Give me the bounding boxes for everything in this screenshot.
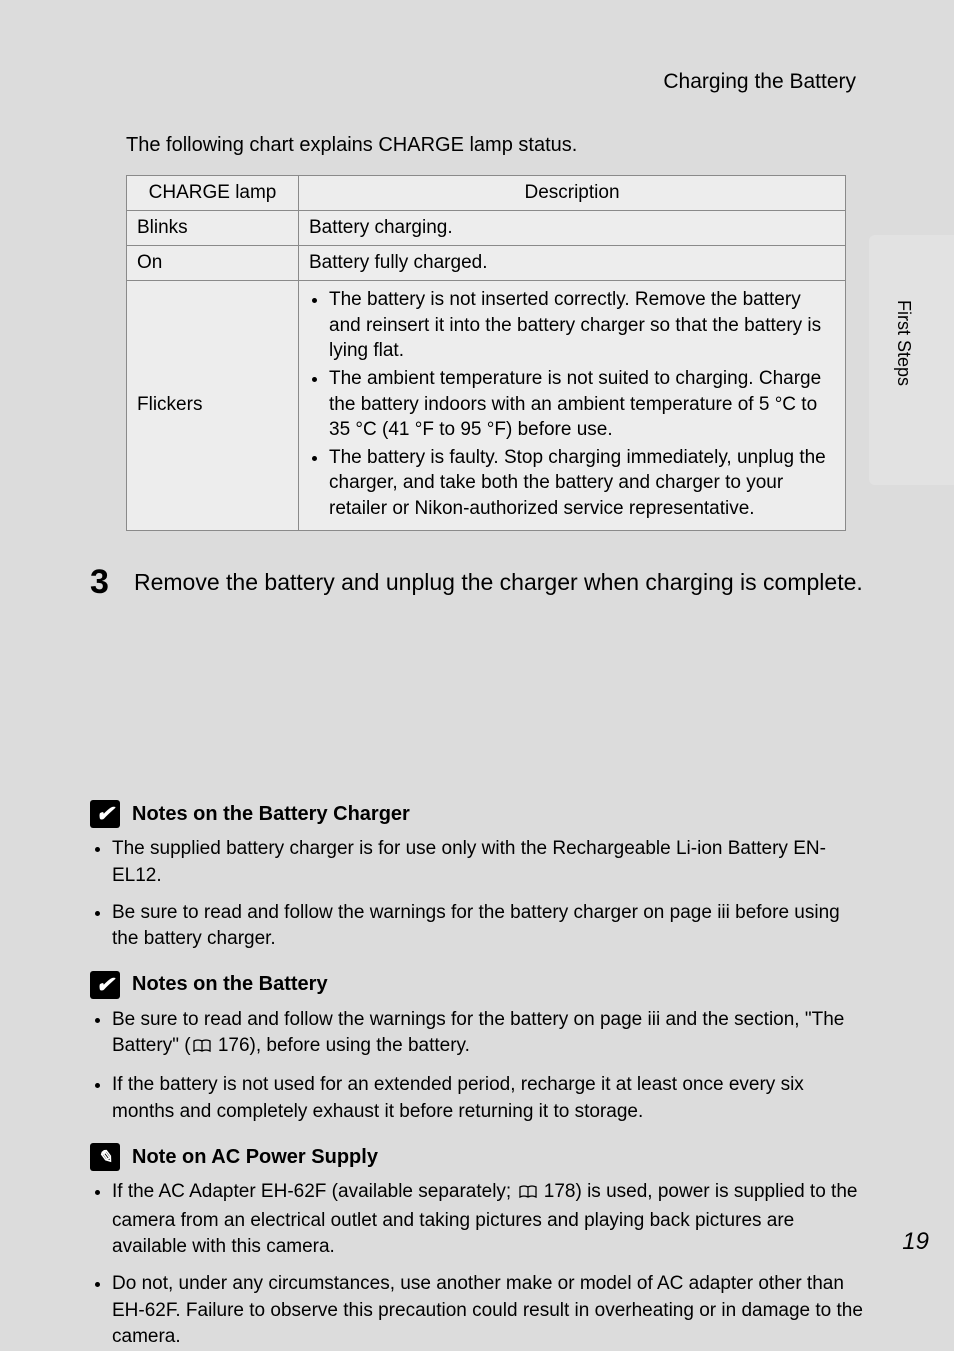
desc-cell: Battery charging.: [299, 211, 846, 246]
desc-list-item: The ambient temperature is not suited to…: [329, 366, 835, 443]
note-item: Do not, under any circumstances, use ano…: [112, 1271, 864, 1351]
note-title: Notes on the Battery Charger: [132, 803, 410, 826]
page-ref: 178: [544, 1181, 576, 1202]
pencil-icon: ✎: [90, 1143, 120, 1171]
note-title: Note on AC Power Supply: [132, 1146, 378, 1169]
check-icon: ✔: [90, 800, 120, 828]
step-3: 3 Remove the battery and unplug the char…: [90, 565, 864, 601]
table-row: Blinks Battery charging.: [127, 211, 846, 246]
table-row: On Battery fully charged.: [127, 246, 846, 281]
note-item: If the battery is not used for an extend…: [112, 1072, 864, 1125]
note-item: Be sure to read and follow the warnings …: [112, 1007, 864, 1062]
lamp-cell: Blinks: [127, 211, 299, 246]
note-text: If the AC Adapter EH-62F (available sepa…: [112, 1181, 517, 1202]
notes-ac-power: ✎ Note on AC Power Supply If the AC Adap…: [90, 1143, 864, 1351]
notes-battery-charger: ✔ Notes on the Battery Charger The suppl…: [90, 800, 864, 952]
table-header: CHARGE lamp: [127, 176, 299, 211]
desc-cell: The battery is not inserted correctly. R…: [299, 281, 846, 531]
table-row: Flickers The battery is not inserted cor…: [127, 281, 846, 531]
step-number: 3: [90, 565, 134, 601]
lamp-cell: Flickers: [127, 281, 299, 531]
note-item: Be sure to read and follow the warnings …: [112, 900, 864, 953]
step-text: Remove the battery and unplug the charge…: [134, 565, 863, 601]
table-header: Description: [299, 176, 846, 211]
page-content: Charging the Battery The following chart…: [0, 0, 954, 1314]
page-ref: 176: [218, 1035, 250, 1056]
intro-text: The following chart explains CHARGE lamp…: [126, 134, 864, 157]
check-icon: ✔: [90, 971, 120, 999]
desc-list-item: The battery is faulty. Stop charging imm…: [329, 445, 835, 522]
book-icon: [519, 1181, 537, 1208]
note-item: The supplied battery charger is for use …: [112, 836, 864, 889]
note-item: If the AC Adapter EH-62F (available sepa…: [112, 1179, 864, 1261]
lamp-cell: On: [127, 246, 299, 281]
note-title: Notes on the Battery: [132, 973, 328, 996]
notes-battery: ✔ Notes on the Battery Be sure to read a…: [90, 971, 864, 1125]
page-number: 19: [902, 1228, 929, 1256]
book-icon: [193, 1035, 211, 1062]
desc-list-item: The battery is not inserted correctly. R…: [329, 287, 835, 364]
page-title: Charging the Battery: [90, 70, 864, 94]
note-text: ), before using the battery.: [250, 1035, 470, 1056]
charge-lamp-table: CHARGE lamp Description Blinks Battery c…: [126, 175, 846, 531]
desc-cell: Battery fully charged.: [299, 246, 846, 281]
